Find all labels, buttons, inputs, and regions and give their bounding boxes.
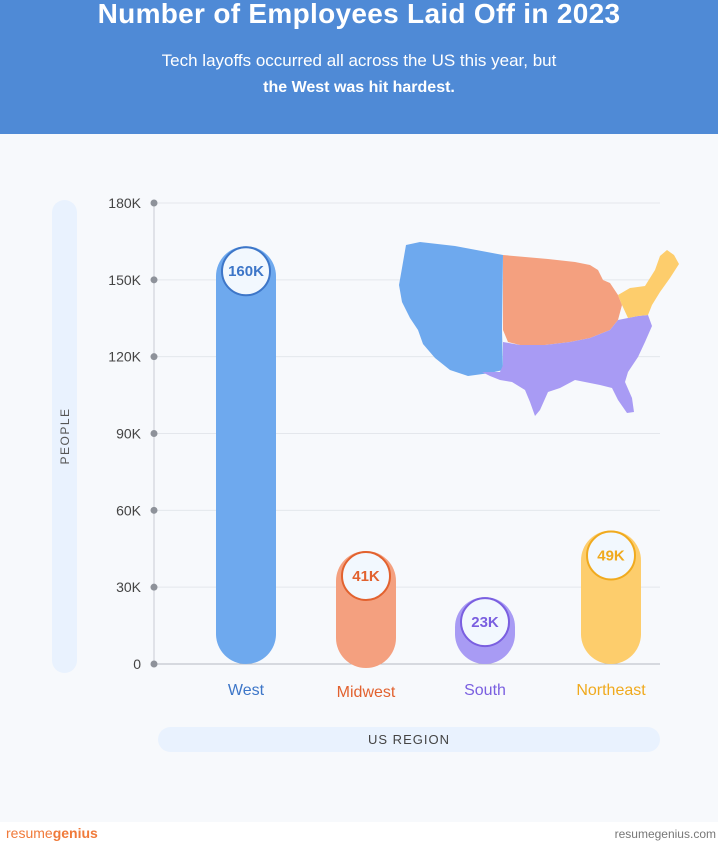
map-region-midwest bbox=[503, 255, 622, 345]
x-axis-label: US REGION bbox=[368, 732, 450, 747]
brand-text-genius: genius bbox=[52, 825, 98, 841]
data-label-bubble bbox=[341, 550, 391, 601]
chart-panel bbox=[0, 134, 718, 822]
y-tick-dot bbox=[150, 353, 158, 361]
data-label-bubble bbox=[460, 597, 510, 648]
footer-bar bbox=[0, 822, 718, 846]
y-tick-label: 180K bbox=[108, 195, 141, 211]
y-axis-label-pill bbox=[52, 200, 77, 673]
data-label: 41K bbox=[352, 568, 380, 585]
y-tick-label: 150K bbox=[108, 272, 141, 288]
y-tick-label: 120K bbox=[108, 349, 141, 365]
data-label-bubble bbox=[586, 530, 636, 581]
data-label: 160K bbox=[228, 263, 264, 280]
brand-text-resume: resume bbox=[6, 825, 53, 841]
y-tick-label: 90K bbox=[116, 426, 142, 442]
subtitle-line-1: Tech layoffs occurred all across the US … bbox=[161, 51, 557, 70]
brand-logo: resumegenius bbox=[6, 825, 98, 841]
y-tick-dot bbox=[150, 430, 158, 437]
y-tick-dot bbox=[150, 660, 158, 668]
header-banner: Number of Employees Laid Off in 2023 Tec… bbox=[0, 0, 718, 134]
y-tick-dot bbox=[150, 199, 158, 207]
x-category-label: West bbox=[228, 682, 265, 699]
map-region-south bbox=[482, 315, 652, 416]
map-region-northeast bbox=[618, 250, 679, 318]
x-category-label: Northeast bbox=[576, 682, 646, 699]
x-category-label: Midwest bbox=[337, 684, 396, 701]
y-tick-dot bbox=[150, 506, 158, 514]
y-tick-dot bbox=[150, 583, 158, 591]
data-label: 23K bbox=[471, 614, 499, 631]
map-region-west bbox=[399, 242, 503, 376]
x-axis-label-pill bbox=[158, 727, 660, 752]
us-map-inset bbox=[399, 242, 679, 416]
data-label-bubble bbox=[221, 246, 271, 297]
data-label: 49K bbox=[597, 548, 625, 565]
y-tick-label: 60K bbox=[116, 502, 142, 518]
y-tick-dot bbox=[150, 276, 158, 284]
footer-url: resumegenius.com bbox=[614, 827, 716, 841]
bar-west bbox=[216, 246, 276, 664]
chart-title: Number of Employees Laid Off in 2023 bbox=[97, 0, 621, 29]
x-category-label: South bbox=[464, 682, 506, 699]
subtitle-line-2: the West was hit hardest. bbox=[263, 79, 455, 96]
y-tick-label: 0 bbox=[133, 656, 141, 672]
y-tick-label: 30K bbox=[116, 579, 142, 595]
